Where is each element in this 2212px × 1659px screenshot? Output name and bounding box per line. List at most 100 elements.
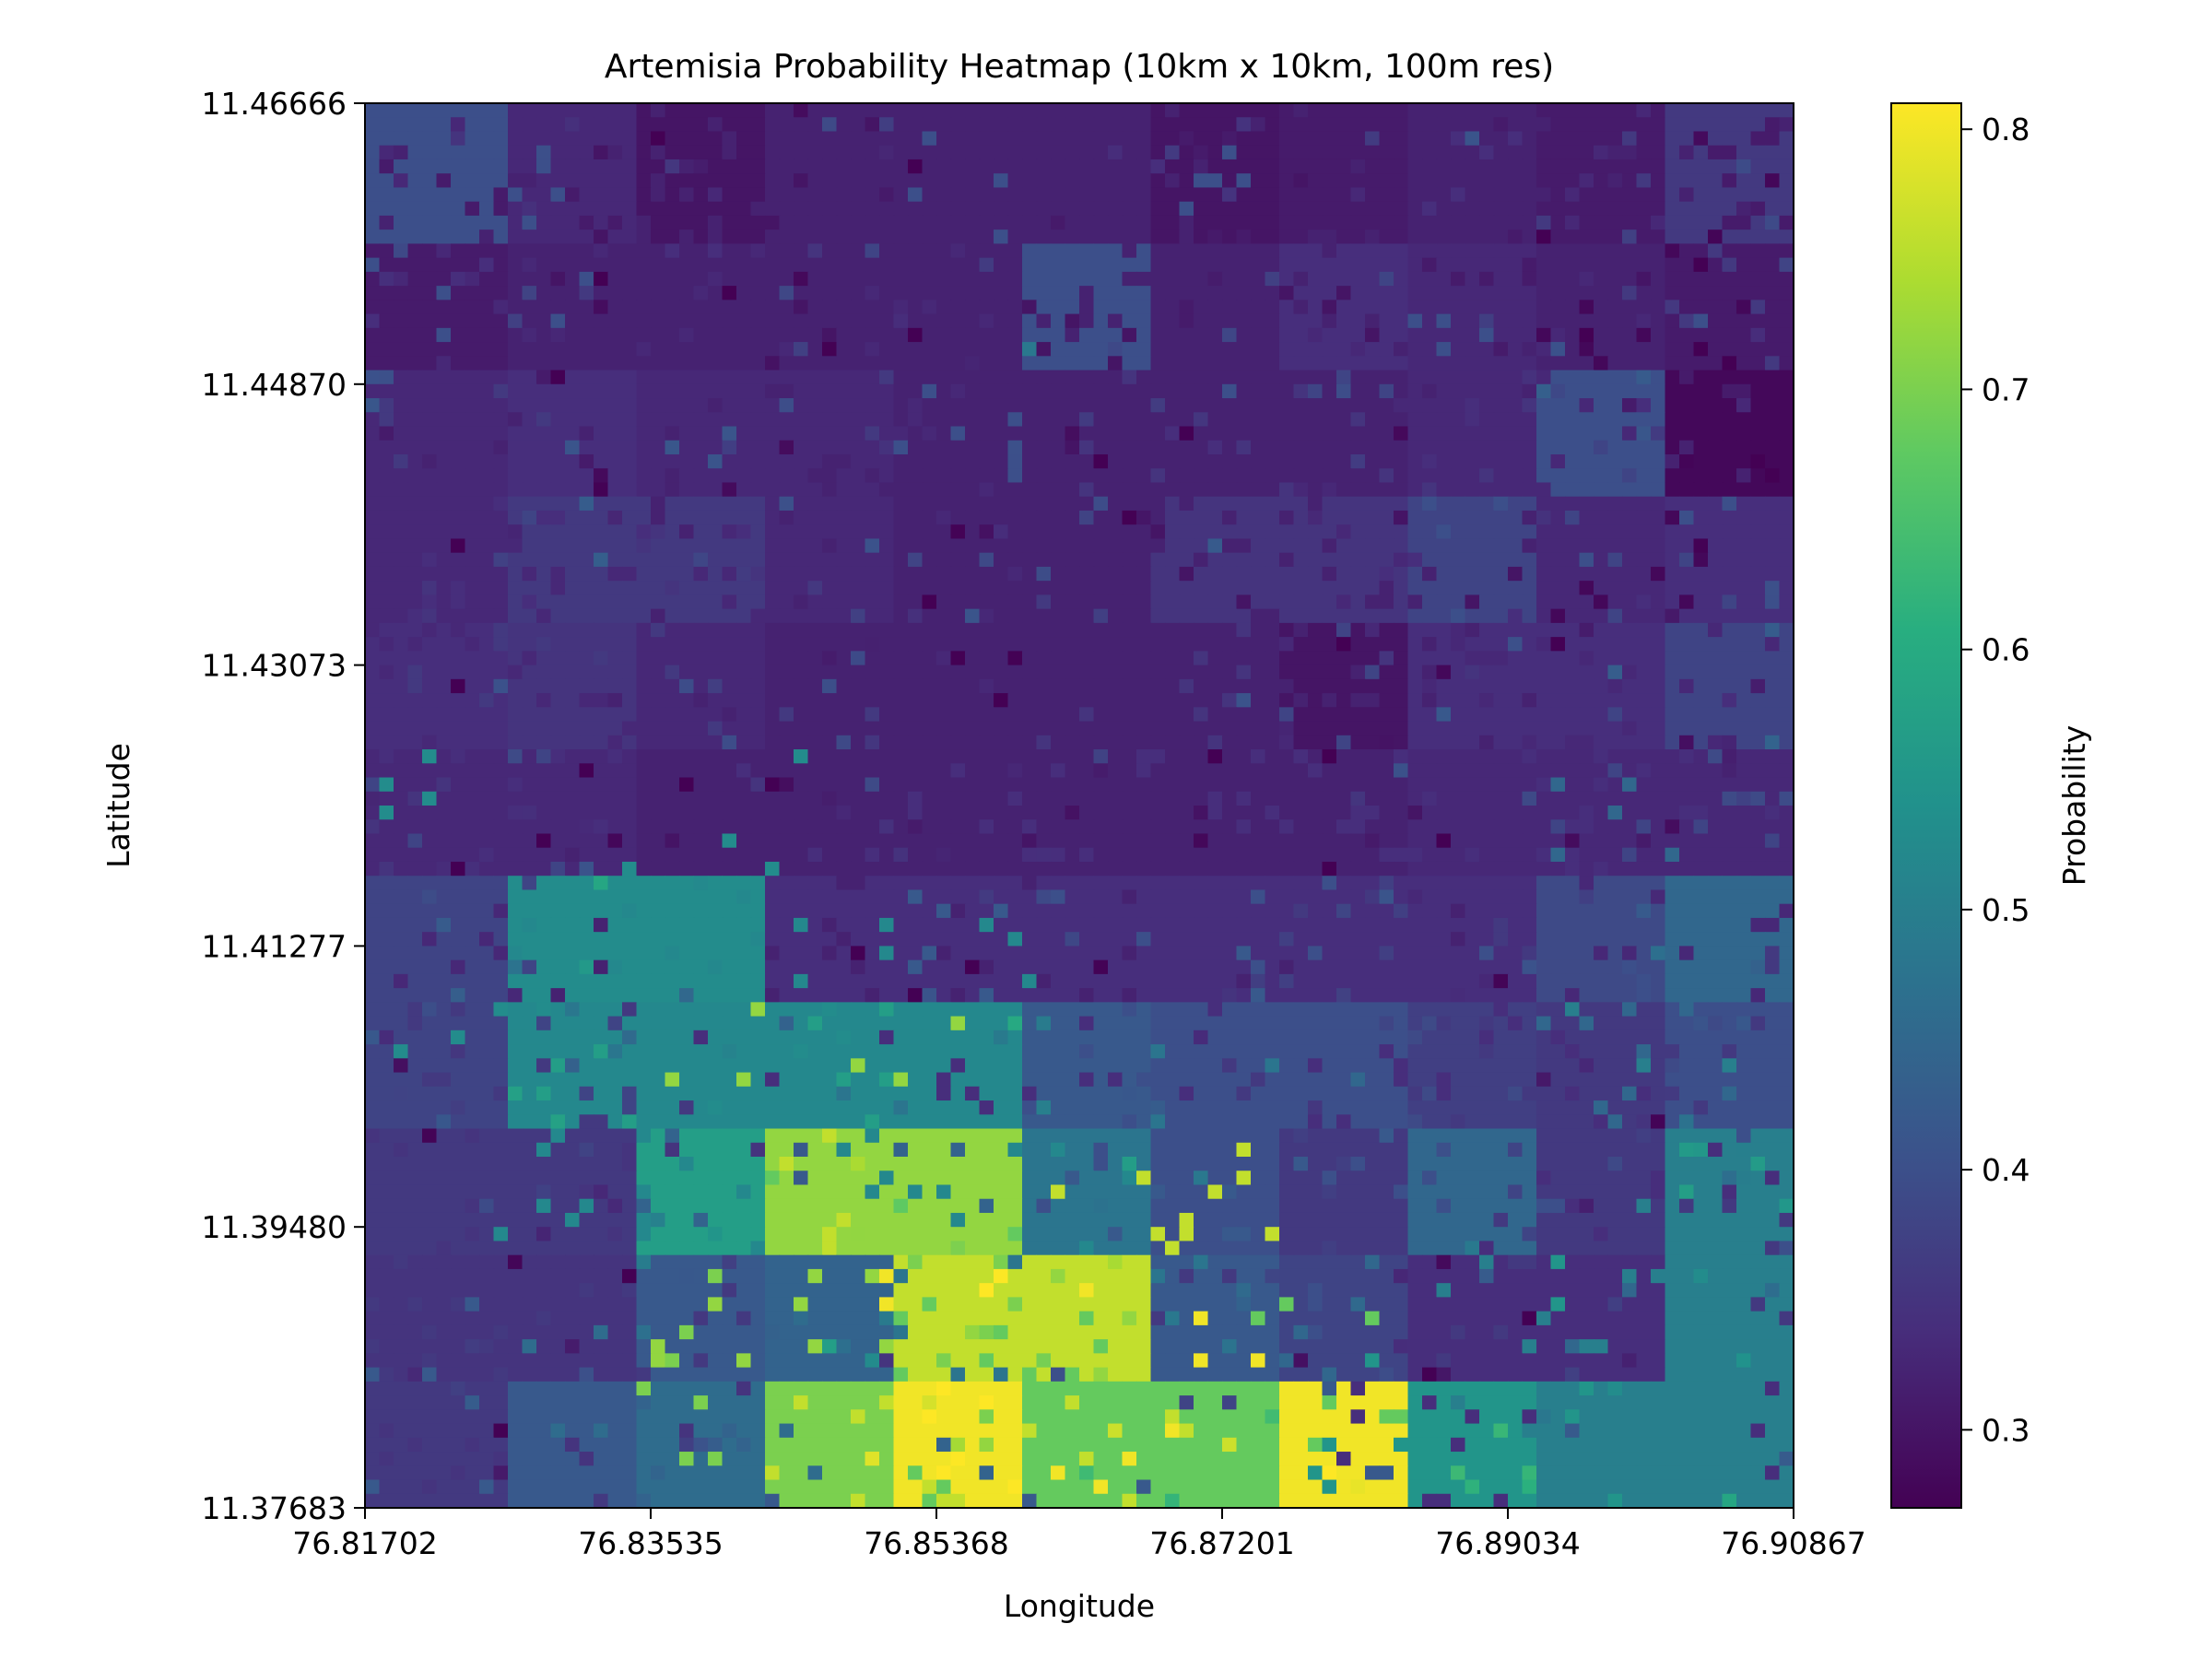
heatmap-cell (651, 327, 666, 343)
heatmap-cell (836, 103, 852, 118)
heatmap-cell (1350, 594, 1366, 610)
heatmap-cell (607, 538, 623, 554)
heatmap-cell (1765, 103, 1781, 118)
heatmap-cell (1194, 286, 1209, 300)
heatmap-cell (1065, 651, 1080, 666)
heatmap-cell (1007, 454, 1023, 469)
heatmap-cell (679, 145, 695, 160)
heatmap-cell (908, 229, 924, 244)
heatmap-cell (979, 791, 994, 806)
heatmap-cell (607, 173, 623, 189)
heatmap-cell (1136, 286, 1152, 300)
heatmap-cell (1436, 229, 1452, 244)
heatmap-cell (1379, 271, 1394, 287)
heatmap-cell (950, 187, 966, 203)
heatmap-cell (965, 496, 981, 512)
heatmap-cell (508, 271, 524, 287)
heatmap-cell (622, 566, 638, 582)
heatmap-cell (1422, 201, 1438, 217)
heatmap-cell (1108, 412, 1124, 428)
heatmap-cell (807, 510, 823, 525)
heatmap-cell (965, 622, 981, 638)
heatmap-cell (536, 735, 552, 750)
heatmap-cell (1479, 370, 1495, 385)
heatmap-cell (1150, 145, 1166, 160)
heatmap-cell (1222, 749, 1238, 764)
heatmap-cell (822, 510, 838, 525)
heatmap-cell (1251, 566, 1266, 582)
heatmap-cell (1708, 159, 1724, 174)
heatmap-cell (365, 426, 381, 441)
heatmap-cell (1508, 707, 1524, 723)
heatmap-cell (1622, 454, 1638, 469)
heatmap-cell (994, 678, 1009, 694)
heatmap-cell (1022, 622, 1038, 638)
heatmap-cell (936, 370, 952, 385)
heatmap-cell (679, 552, 695, 568)
heatmap-cell (994, 581, 1009, 595)
heatmap-cell (879, 496, 895, 512)
heatmap-cell (1522, 566, 1537, 582)
heatmap-cell (394, 538, 409, 554)
heatmap-cell (1522, 271, 1537, 287)
heatmap-cell (1065, 566, 1080, 582)
heatmap-cell (851, 735, 866, 750)
heatmap-cell (1451, 412, 1466, 428)
heatmap-cell (736, 665, 752, 680)
heatmap-cell (1279, 398, 1295, 413)
heatmap-cell (1350, 383, 1366, 399)
heatmap-cell (522, 215, 537, 230)
heatmap-cell (708, 763, 724, 779)
heatmap-cell (1579, 103, 1594, 118)
heatmap-cell (1051, 117, 1066, 133)
heatmap-cell (522, 468, 537, 484)
heatmap-cell (1636, 257, 1652, 273)
heatmap-cell (394, 566, 409, 582)
heatmap-cell (1693, 412, 1709, 428)
heatmap-cell (1065, 594, 1080, 610)
heatmap-cell (807, 651, 823, 666)
heatmap-cell (1422, 468, 1438, 484)
heatmap-cell (508, 651, 524, 666)
heatmap-cell (422, 566, 438, 582)
heatmap-cell (1165, 131, 1181, 147)
heatmap-cell (1579, 215, 1594, 230)
heatmap-cell (1222, 243, 1238, 259)
heatmap-cell (1336, 552, 1352, 568)
heatmap-cell (422, 510, 438, 525)
heatmap-cell (1051, 524, 1066, 540)
heatmap-cell (394, 187, 409, 203)
heatmap-cell (1765, 721, 1781, 736)
heatmap-cell (1350, 763, 1366, 779)
heatmap-cell (1293, 524, 1309, 540)
heatmap-cell (1394, 791, 1409, 806)
heatmap-cell (1093, 117, 1109, 133)
heatmap-cell (1779, 637, 1794, 652)
heatmap-cell (565, 383, 581, 399)
heatmap-cell (1565, 454, 1581, 469)
heatmap-cell (522, 454, 537, 469)
heatmap-cell (594, 257, 609, 273)
heatmap-cell (594, 159, 609, 174)
heatmap-cell (836, 300, 852, 315)
heatmap-cell (994, 622, 1009, 638)
heatmap-cell (1194, 749, 1209, 764)
heatmap-cell (1779, 243, 1794, 259)
heatmap-cell (1222, 271, 1238, 287)
heatmap-cell (1308, 383, 1324, 399)
heatmap-cell (536, 286, 552, 300)
heatmap-cell (1651, 468, 1666, 484)
heatmap-cell (1194, 721, 1209, 736)
heatmap-cell (522, 327, 537, 343)
heatmap-cell (1350, 145, 1366, 160)
heatmap-cell (1479, 187, 1495, 203)
heatmap-cell (807, 286, 823, 300)
heatmap-cell (1350, 637, 1366, 652)
heatmap-cell (1493, 552, 1509, 568)
heatmap-cell (1665, 538, 1680, 554)
heatmap-cell (407, 721, 423, 736)
heatmap-cell (1779, 440, 1794, 455)
heatmap-cell (1165, 581, 1181, 595)
heatmap-cell (1579, 608, 1594, 624)
heatmap-cell (1708, 300, 1724, 315)
